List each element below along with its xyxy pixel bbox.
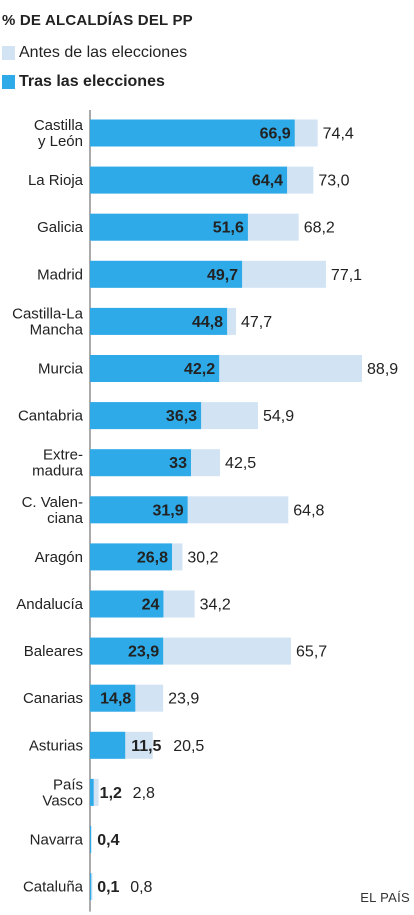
value-label-after: 66,9 [260,126,291,143]
value-label-before: 54,9 [263,408,294,425]
category-label: Baleares [24,643,83,660]
value-label-before: 2,8 [133,785,155,802]
bar-after [90,543,173,571]
bar-after [90,590,164,618]
category-label: Vasco [42,792,83,809]
legend-label-before: Antes de las elecciones [19,44,188,61]
value-label-before: 65,7 [296,644,327,661]
category-label: ciana [47,510,84,527]
value-label-after: 64,4 [252,173,283,190]
value-label-before: 64,8 [293,502,324,519]
value-label-after: 23,9 [128,644,159,661]
category-label: Andalucía [16,596,83,613]
value-label-before: 77,1 [331,267,362,284]
value-label-after: 44,8 [192,314,223,331]
value-label-after: 42,2 [184,361,215,378]
legend-label-after: Tras las elecciones [19,73,165,90]
category-label: Cataluña [23,879,84,896]
category-label: País [53,776,83,793]
legend-item-before: Antes de las elecciones [2,43,187,63]
chart-title: % DE ALCALDÍAS DEL PP [2,12,193,29]
category-label: Mancha [30,321,84,338]
bar-after [90,119,295,147]
value-label-after: 51,6 [213,220,244,237]
bar-after [90,307,228,335]
legend-swatch-after [2,75,15,89]
value-label-after: 0,4 [97,832,119,849]
category-label: Murcia [38,361,84,378]
value-label-after: 36,3 [166,408,197,425]
legend-item-after: Tras las elecciones [2,72,165,92]
bar-after [90,684,136,712]
bar-after [90,778,94,806]
value-label-after: 49,7 [207,267,238,284]
bar-after [90,826,92,853]
value-label-before: 20,5 [173,738,204,755]
bar-after [90,873,92,901]
value-label-before: 47,7 [241,314,272,331]
value-label-before: 74,4 [323,126,354,143]
category-label: Madrid [37,266,83,283]
bar-after [90,496,188,524]
category-label: Asturias [29,737,83,754]
value-label-after: 31,9 [152,502,183,519]
category-label: La Rioja [28,172,84,189]
category-label: madura [32,463,84,480]
source-credit: EL PAÍS [360,890,410,905]
value-label-after: 33 [169,455,187,472]
bar-after [90,213,248,241]
value-label-before: 73,0 [318,173,349,190]
category-label: Extre- [43,447,83,464]
bar-before [90,873,93,901]
bar-after [90,637,164,665]
bar-after [90,166,288,194]
value-label-before: 34,2 [200,597,231,614]
value-label-after: 24 [142,597,160,614]
bar-after [90,731,126,759]
category-label: Cantabria [18,408,84,425]
bar-after [90,260,243,288]
legend-swatch-before [2,46,15,60]
bar-before [90,778,99,806]
bar-after [90,402,202,430]
category-label: y León [38,133,83,150]
bar-after [90,449,191,477]
category-label: Galicia [37,219,84,236]
value-label-after: 11,5 [131,738,161,755]
category-label: C. Valen- [22,494,83,511]
value-label-before: 68,2 [304,220,335,237]
value-label-before: 30,2 [187,549,218,566]
category-label: Navarra [30,832,84,849]
value-label-before: 23,9 [168,691,199,708]
category-label: Castilla-La [12,305,84,322]
value-label-before: 88,9 [367,361,398,378]
value-label-before: 0,8 [130,879,152,896]
value-label-after: 1,2 [100,785,122,802]
value-label-after: 14,8 [100,691,131,708]
category-label: Castilla [34,117,84,134]
bar-after [90,355,220,382]
category-label: Canarias [23,690,83,707]
category-label: Aragón [35,549,83,566]
value-label-after: 26,8 [137,549,168,566]
value-label-before: 42,5 [225,455,256,472]
value-label-after: 0,1 [97,879,119,896]
